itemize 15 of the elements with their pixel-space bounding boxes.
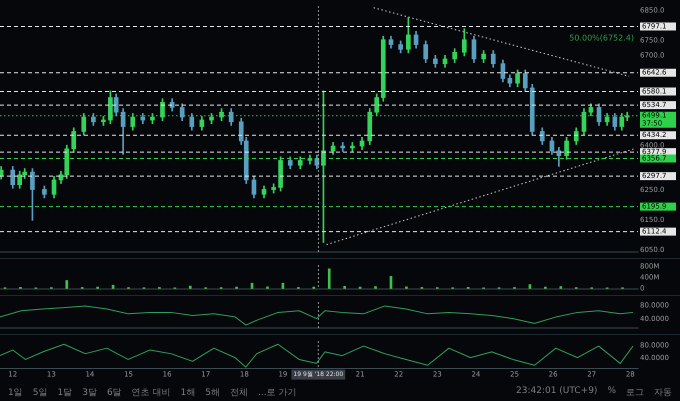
text: 자동 (654, 387, 672, 399)
text: 5일 (32, 387, 48, 399)
annotation: 50.00%(6752.4) (569, 33, 634, 42)
text: 23:42:01 (UTC+9) (516, 386, 598, 398)
text: 전체 (230, 387, 248, 399)
text: % (607, 386, 616, 398)
text: 연초 대비 (132, 387, 171, 399)
text: 3달 (82, 387, 97, 399)
text: 로그 (626, 387, 644, 399)
text: 1달 (57, 387, 72, 399)
text: 1일 (8, 387, 23, 399)
text: 5해 (205, 387, 220, 399)
text: 1해 (180, 387, 196, 399)
text: ...로 가기 (258, 387, 296, 399)
text: 6달 (106, 387, 122, 399)
